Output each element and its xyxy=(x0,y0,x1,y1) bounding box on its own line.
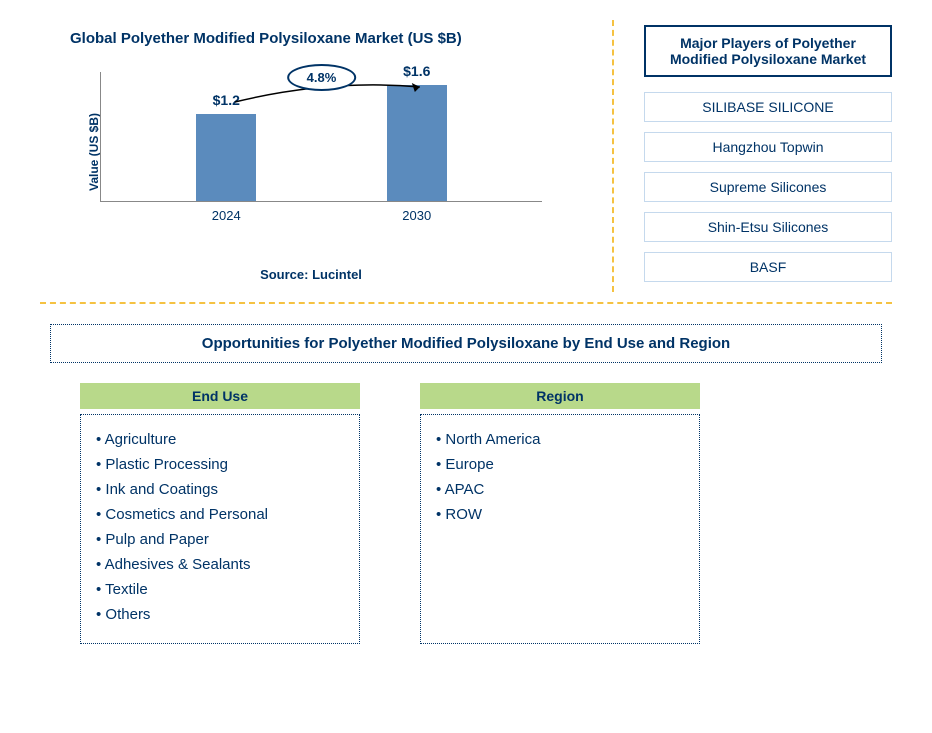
players-title: Major Players of Polyether Modified Poly… xyxy=(644,25,892,77)
list-item: Pulp and Paper xyxy=(96,527,344,552)
opp-header-region: Region xyxy=(420,383,700,409)
list-item: Others xyxy=(96,602,344,627)
list-item: Adhesives & Sealants xyxy=(96,552,344,577)
list-item: ROW xyxy=(436,502,684,527)
bar-value-1: $1.6 xyxy=(403,63,430,79)
opportunities-section: Opportunities for Polyether Modified Pol… xyxy=(40,324,892,644)
growth-annotation: 4.8% xyxy=(287,64,357,91)
opp-header-enduse: End Use xyxy=(80,383,360,409)
player-item-2: Supreme Silicones xyxy=(644,172,892,202)
player-item-4: BASF xyxy=(644,252,892,282)
chart-title: Global Polyether Modified Polysiloxane M… xyxy=(70,30,582,47)
bar-group-0: $1.2 2024 xyxy=(196,114,256,201)
player-item-0: SILIBASE SILICONE xyxy=(644,92,892,122)
list-item: Cosmetics and Personal xyxy=(96,502,344,527)
chart-plot: 4.8% $1.2 2024 $1.6 2030 xyxy=(100,72,542,202)
list-item: Ink and Coatings xyxy=(96,477,344,502)
y-axis-label: Value (US $B) xyxy=(87,113,101,191)
player-item-1: Hangzhou Topwin xyxy=(644,132,892,162)
list-item: Europe xyxy=(436,452,684,477)
list-item: Agriculture xyxy=(96,427,344,452)
opportunities-title: Opportunities for Polyether Modified Pol… xyxy=(50,324,882,363)
opp-list-enduse: Agriculture Plastic Processing Ink and C… xyxy=(80,414,360,644)
bar-0 xyxy=(196,114,256,201)
player-item-3: Shin-Etsu Silicones xyxy=(644,212,892,242)
players-panel: Major Players of Polyether Modified Poly… xyxy=(612,20,892,292)
bar-category-1: 2030 xyxy=(402,208,431,223)
top-section: Global Polyether Modified Polysiloxane M… xyxy=(40,20,892,292)
list-item: Plastic Processing xyxy=(96,452,344,477)
chart-panel: Global Polyether Modified Polysiloxane M… xyxy=(40,20,582,292)
opportunities-columns: End Use Agriculture Plastic Processing I… xyxy=(50,383,882,644)
opp-col-enduse: End Use Agriculture Plastic Processing I… xyxy=(80,383,360,644)
bar-category-0: 2024 xyxy=(212,208,241,223)
source-label: Source: Lucintel xyxy=(40,267,582,282)
chart-area: Value (US $B) 4.8% $1.2 2024 xyxy=(100,72,542,232)
list-item: Textile xyxy=(96,577,344,602)
growth-rate-label: 4.8% xyxy=(287,64,357,91)
horizontal-divider xyxy=(40,302,892,304)
list-item: APAC xyxy=(436,477,684,502)
list-item: North America xyxy=(436,427,684,452)
opp-list-region: North America Europe APAC ROW xyxy=(420,414,700,644)
opp-col-region: Region North America Europe APAC ROW xyxy=(420,383,700,644)
